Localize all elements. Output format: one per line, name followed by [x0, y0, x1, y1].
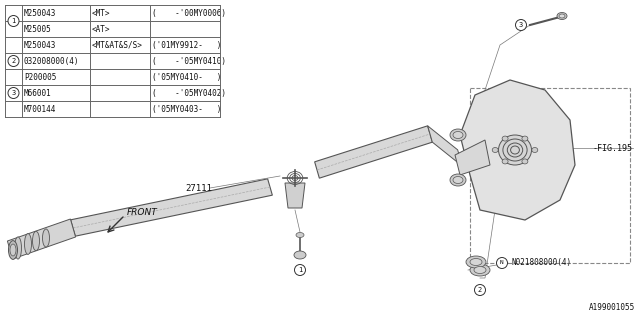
Ellipse shape: [42, 229, 49, 247]
Text: 27111: 27111: [185, 183, 212, 193]
Text: ('05MY0410-   ): ('05MY0410- ): [152, 73, 221, 82]
Ellipse shape: [466, 256, 486, 268]
Circle shape: [8, 15, 19, 27]
Ellipse shape: [8, 241, 17, 259]
Circle shape: [8, 87, 19, 99]
Text: (    -'00MY0006): ( -'00MY0006): [152, 9, 226, 18]
Text: -FIG.195: -FIG.195: [593, 143, 633, 153]
Polygon shape: [428, 126, 462, 166]
Ellipse shape: [511, 146, 520, 154]
Polygon shape: [315, 126, 433, 178]
Ellipse shape: [453, 132, 463, 139]
Text: <AT>: <AT>: [92, 25, 111, 34]
Text: <MT>: <MT>: [92, 9, 111, 18]
Ellipse shape: [557, 12, 567, 20]
Text: M250043: M250043: [24, 9, 56, 18]
Bar: [470, 88, 630, 263]
Text: N021808000(4): N021808000(4): [511, 259, 571, 268]
Text: M250043: M250043: [24, 41, 56, 50]
Ellipse shape: [24, 234, 31, 254]
Text: (    -'05MY0410): ( -'05MY0410): [152, 57, 226, 66]
Polygon shape: [285, 183, 305, 208]
Text: M25005: M25005: [24, 25, 52, 34]
Circle shape: [515, 20, 527, 30]
Ellipse shape: [453, 177, 463, 183]
Ellipse shape: [532, 148, 538, 153]
Polygon shape: [70, 179, 273, 236]
Text: A199001055: A199001055: [589, 303, 635, 312]
Circle shape: [497, 258, 508, 268]
Text: 1: 1: [12, 18, 15, 24]
Text: M66001: M66001: [24, 89, 52, 98]
Ellipse shape: [33, 231, 40, 251]
Ellipse shape: [502, 136, 508, 141]
Ellipse shape: [296, 233, 304, 237]
Ellipse shape: [474, 267, 486, 274]
Text: <MT&AT&S/S>: <MT&AT&S/S>: [92, 41, 143, 50]
Ellipse shape: [499, 135, 531, 165]
Ellipse shape: [559, 14, 565, 18]
Ellipse shape: [503, 139, 527, 161]
Circle shape: [474, 284, 486, 295]
Ellipse shape: [450, 129, 466, 141]
Ellipse shape: [450, 174, 466, 186]
Text: P200005: P200005: [24, 73, 56, 82]
Text: 3: 3: [12, 90, 15, 96]
Text: 032008000(4): 032008000(4): [24, 57, 79, 66]
Circle shape: [294, 265, 305, 276]
Ellipse shape: [470, 259, 482, 266]
Text: M700144: M700144: [24, 105, 56, 114]
Text: ('05MY0403-   ): ('05MY0403- ): [152, 105, 221, 114]
Polygon shape: [455, 140, 490, 175]
Text: FRONT: FRONT: [127, 207, 157, 217]
Text: N: N: [500, 260, 504, 266]
Text: 3: 3: [519, 22, 523, 28]
Circle shape: [8, 55, 19, 67]
Ellipse shape: [508, 143, 523, 157]
Ellipse shape: [470, 264, 490, 276]
Text: (    -'05MY0402): ( -'05MY0402): [152, 89, 226, 98]
Ellipse shape: [522, 136, 528, 141]
Ellipse shape: [492, 148, 498, 153]
Polygon shape: [8, 219, 76, 259]
Text: ('01MY9912-   ): ('01MY9912- ): [152, 41, 221, 50]
Ellipse shape: [294, 251, 306, 259]
Ellipse shape: [522, 159, 528, 164]
Ellipse shape: [502, 159, 508, 164]
Text: 1: 1: [298, 267, 302, 273]
Ellipse shape: [15, 237, 22, 259]
Text: 2: 2: [478, 287, 482, 293]
Text: 2: 2: [12, 58, 15, 64]
Polygon shape: [460, 80, 575, 220]
Ellipse shape: [10, 244, 16, 256]
